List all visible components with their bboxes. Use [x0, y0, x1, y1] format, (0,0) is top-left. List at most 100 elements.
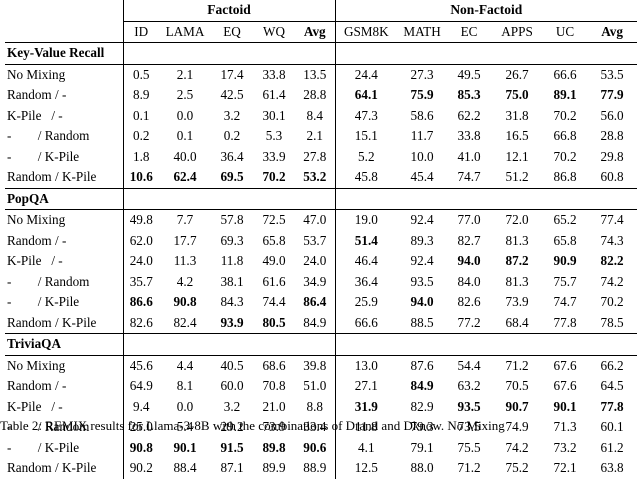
- table-cell: 90.8: [122, 437, 159, 458]
- table-cell: 73.2: [553, 439, 577, 455]
- table-cell: 49.8: [122, 209, 159, 231]
- table-cell: 30.1: [262, 107, 286, 123]
- table-cell: 8.1: [176, 378, 194, 394]
- table-cell: 84.0: [457, 273, 481, 289]
- table-cell: 60.8: [600, 169, 624, 185]
- column-header: Avg: [587, 21, 638, 43]
- table-cell: 31.9: [334, 396, 398, 417]
- table-cell: 75.0: [505, 87, 529, 103]
- table-cell: 90.6: [303, 439, 327, 455]
- table-cell: 70.5: [505, 378, 529, 394]
- row-label: No Mixing: [7, 66, 66, 82]
- table-cell: 88.4: [173, 460, 197, 476]
- table-cell: 77.8: [553, 314, 577, 330]
- table-cell: 66.2: [600, 357, 624, 373]
- table-cell: 46.4: [334, 251, 398, 272]
- table-cell: 63.2: [457, 378, 481, 394]
- table-cell: 0.2: [223, 128, 241, 144]
- table-cell: 26.7: [505, 66, 529, 82]
- table-cell: 77.8: [600, 398, 624, 414]
- table-cell: 77.4: [600, 212, 624, 228]
- section-header-row: PopQA: [5, 187, 638, 210]
- table-row: - / K-Pile 86.6 90.8 84.3 74.4 86.4 25.9 94.0 82…: [5, 292, 637, 313]
- table-cell: 68.4: [505, 314, 529, 330]
- table-cell: 82.6: [122, 312, 159, 334]
- table-cell: 66.8: [553, 128, 577, 144]
- table-cell: 53.2: [303, 169, 327, 185]
- table-cell: 70.2: [553, 107, 577, 123]
- table-cell: 41.0: [457, 148, 481, 164]
- table-cell: 93.5: [457, 398, 481, 414]
- table-cell: 63.8: [600, 460, 624, 476]
- table-row: No Mixing 0.5 2.1 17.4 33.8 13.5 24.4 27.3 49.5 2…: [5, 64, 637, 85]
- section-title: PopQA: [5, 187, 123, 210]
- column-header: EQ: [211, 21, 253, 43]
- table-cell: 51.0: [303, 378, 327, 394]
- column-header: WQ: [253, 21, 295, 43]
- table-cell: 62.0: [122, 230, 159, 251]
- table-row: Random / - 62.0 17.7 69.3 65.8 53.7 51.4 89.3 82…: [5, 230, 637, 251]
- row-label: K-Pile / -: [7, 107, 63, 123]
- table-cell: 38.1: [220, 273, 244, 289]
- row-label: Random / K-Pile: [7, 169, 97, 185]
- table-row: - / K-Pile 1.8 40.0 36.4 33.9 27.8 5.2 10.0 41.0…: [5, 146, 637, 167]
- table-cell: 84.3: [220, 294, 244, 310]
- table-cell: 69.3: [220, 232, 244, 248]
- table-cell: 0.2: [122, 126, 159, 147]
- table-cell: 35.7: [122, 271, 159, 292]
- table-cell: 92.4: [410, 212, 434, 228]
- table-cell: 65.8: [553, 232, 577, 248]
- table-cell: 75.5: [457, 439, 481, 455]
- table-cell: 82.2: [600, 253, 624, 269]
- table-cell: 89.9: [262, 460, 286, 476]
- table-row: No Mixing 45.6 4.4 40.5 68.6 39.8 13.0 87.6 54.4…: [5, 355, 637, 376]
- table-cell: 74.4: [262, 294, 286, 310]
- table-cell: 86.4: [303, 294, 327, 310]
- table-row: Random / K-Pile 82.6 82.4 93.9 80.5 84.9 66.6 8…: [5, 312, 637, 334]
- table-row: K-Pile / - 9.4 0.0 3.2 21.0 8.8 31.9 82.9 93.5 90…: [5, 396, 637, 417]
- table-cell: 33.9: [262, 148, 286, 164]
- table-cell: 16.5: [505, 128, 529, 144]
- table-cell: 82.9: [410, 398, 434, 414]
- table-cell: 40.5: [220, 357, 244, 373]
- table-cell: 0.0: [176, 107, 194, 123]
- table-cell: 27.1: [334, 376, 398, 397]
- table-cell: 3.2: [223, 107, 241, 123]
- row-label: - / K-Pile: [7, 148, 80, 164]
- table-cell: 82.4: [173, 314, 197, 330]
- table-cell: 90.1: [173, 439, 197, 455]
- table-cell: 64.5: [600, 378, 624, 394]
- table-row: - / Random 0.2 0.1 0.2 5.3 2.1 15.1 11.7 33.8 16.…: [5, 126, 637, 147]
- table-cell: 13.5: [303, 66, 327, 82]
- table-cell: 51.2: [505, 169, 529, 185]
- table-cell: 33.8: [262, 66, 286, 82]
- table-cell: 67.6: [553, 378, 577, 394]
- section-title: TriviaQA: [5, 333, 123, 356]
- table-cell: 24.4: [334, 64, 398, 85]
- table-cell: 17.4: [220, 66, 244, 82]
- table-cell: 33.8: [457, 128, 481, 144]
- table-cell: 94.0: [410, 294, 434, 310]
- table-cell: 85.3: [457, 87, 481, 103]
- table-cell: 42.5: [220, 87, 244, 103]
- table-row: No Mixing 49.8 7.7 57.8 72.5 47.0 19.0 92.4 77.0…: [5, 209, 637, 231]
- table-body: Key-Value Recall No Mixing 0.5 2.1 17.4 33.8 1…: [5, 42, 638, 479]
- row-label: K-Pile / -: [7, 253, 63, 269]
- table-cell: 94.0: [457, 253, 481, 269]
- table-cell: 12.1: [505, 148, 529, 164]
- table-cell: 70.8: [262, 378, 286, 394]
- table-cell: 74.3: [600, 232, 624, 248]
- table-cell: 29.8: [600, 148, 624, 164]
- table-cell: 11.8: [220, 253, 244, 269]
- table-cell: 36.4: [220, 148, 244, 164]
- table-cell: 90.1: [553, 398, 577, 414]
- table-cell: 49.5: [457, 66, 481, 82]
- table-cell: 72.1: [553, 460, 577, 476]
- table-row: Random / - 8.9 2.5 42.5 61.4 28.8 64.1 75.9 85.3…: [5, 85, 637, 106]
- row-label: No Mixing: [7, 357, 66, 373]
- table-cell: 65.8: [262, 232, 286, 248]
- row-label: - / K-Pile: [7, 439, 80, 455]
- table-cell: 64.1: [334, 85, 398, 106]
- table-cell: 90.9: [553, 253, 577, 269]
